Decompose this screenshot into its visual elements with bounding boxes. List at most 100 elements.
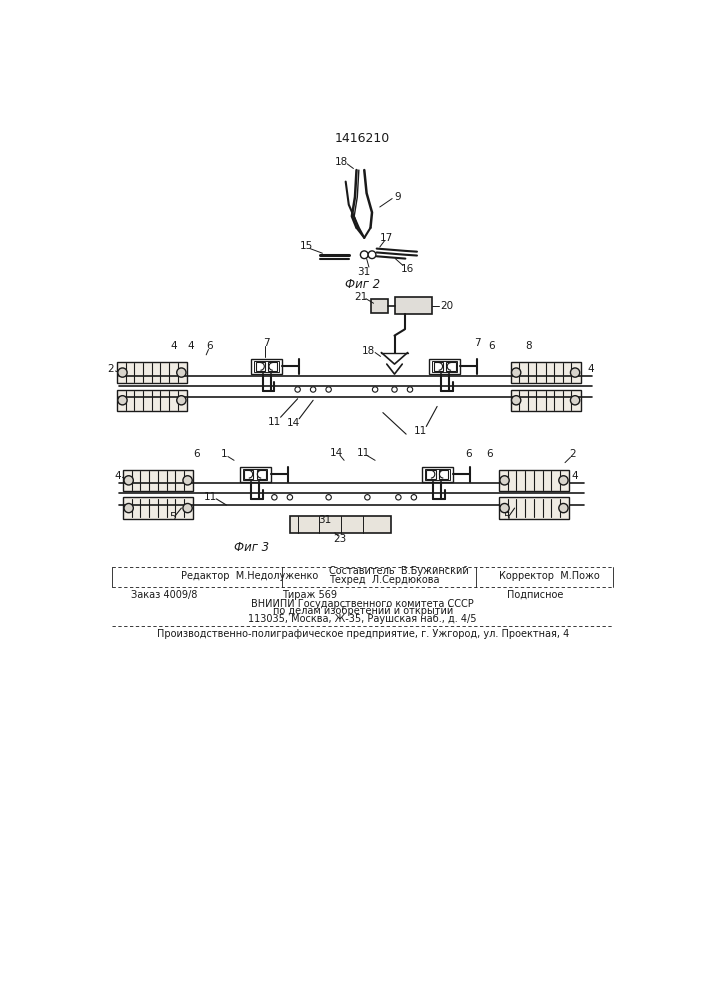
- Circle shape: [407, 387, 413, 392]
- Bar: [438, 470, 448, 479]
- Text: 15: 15: [300, 241, 313, 251]
- Bar: [446, 362, 456, 371]
- Circle shape: [118, 368, 127, 377]
- Text: Заказ 4009/8: Заказ 4009/8: [131, 590, 197, 600]
- Circle shape: [310, 387, 316, 392]
- Bar: [395, 297, 432, 314]
- Bar: [123, 470, 193, 491]
- Text: 5: 5: [169, 512, 175, 522]
- Bar: [256, 362, 265, 371]
- Circle shape: [183, 476, 192, 485]
- Text: 4: 4: [572, 471, 578, 481]
- Bar: [290, 516, 391, 533]
- Text: 4: 4: [115, 471, 121, 481]
- Text: 2: 2: [107, 364, 113, 374]
- Text: 113035, Москва, Ж-35, Раушская наб., д. 4/5: 113035, Москва, Ж-35, Раушская наб., д. …: [248, 614, 477, 624]
- Text: 14: 14: [287, 418, 300, 428]
- Text: Редактор  М.Недолуженко: Редактор М.Недолуженко: [182, 571, 319, 581]
- Circle shape: [411, 495, 416, 500]
- Text: Корректор  М.Пожо: Корректор М.Пожо: [499, 571, 600, 581]
- Text: Фиг 2: Фиг 2: [345, 278, 380, 291]
- Text: 7: 7: [474, 338, 481, 348]
- Bar: [255, 361, 279, 372]
- Text: 1416210: 1416210: [335, 132, 390, 145]
- Text: 16: 16: [401, 264, 414, 274]
- Text: 17: 17: [380, 233, 392, 243]
- Circle shape: [559, 476, 568, 485]
- Circle shape: [512, 396, 521, 405]
- Text: 20: 20: [440, 301, 453, 311]
- Bar: [429, 359, 460, 374]
- Circle shape: [392, 387, 397, 392]
- Text: 9: 9: [395, 192, 401, 202]
- Circle shape: [326, 495, 332, 500]
- Text: 31: 31: [358, 267, 371, 277]
- Text: 4: 4: [588, 364, 594, 374]
- Text: 11: 11: [357, 448, 370, 458]
- Text: 14: 14: [329, 448, 343, 458]
- Circle shape: [512, 368, 521, 377]
- Circle shape: [396, 495, 401, 500]
- Text: по делам изобретений и открытий: по делам изобретений и открытий: [273, 606, 453, 616]
- Text: 2: 2: [569, 449, 576, 459]
- Text: 11: 11: [204, 492, 218, 502]
- Bar: [510, 389, 580, 411]
- Text: 8: 8: [525, 341, 532, 351]
- Text: 6: 6: [488, 341, 495, 351]
- Circle shape: [500, 476, 509, 485]
- Text: 4: 4: [170, 341, 177, 351]
- Circle shape: [287, 495, 293, 500]
- Circle shape: [571, 396, 580, 405]
- Circle shape: [124, 503, 134, 513]
- Bar: [257, 470, 266, 479]
- Bar: [433, 361, 457, 372]
- Bar: [123, 497, 193, 519]
- Text: Подписное: Подписное: [507, 590, 563, 600]
- Text: 21: 21: [354, 292, 368, 302]
- Text: 18: 18: [362, 346, 375, 356]
- Text: 7: 7: [263, 338, 270, 348]
- Circle shape: [118, 396, 127, 405]
- Text: Составитель  В.Бужинский: Составитель В.Бужинский: [329, 566, 468, 576]
- Circle shape: [368, 251, 376, 259]
- Bar: [499, 497, 569, 519]
- Text: Техред  Л.Сердюкова: Техред Л.Сердюкова: [329, 575, 439, 585]
- Bar: [425, 469, 450, 480]
- Bar: [426, 470, 436, 479]
- Bar: [499, 470, 569, 491]
- Bar: [434, 362, 443, 371]
- Text: 18: 18: [334, 157, 348, 167]
- Bar: [244, 470, 253, 479]
- Circle shape: [124, 476, 134, 485]
- Bar: [371, 299, 388, 312]
- Circle shape: [559, 503, 568, 513]
- Circle shape: [271, 495, 277, 500]
- Bar: [251, 359, 282, 374]
- Text: 5: 5: [503, 512, 510, 522]
- Circle shape: [361, 251, 368, 259]
- Circle shape: [183, 503, 192, 513]
- Bar: [117, 389, 187, 411]
- Text: 11: 11: [268, 417, 281, 427]
- Circle shape: [295, 387, 300, 392]
- Circle shape: [571, 368, 580, 377]
- Text: ВНИИПИ Государственного комитета СССР: ВНИИПИ Государственного комитета СССР: [252, 599, 474, 609]
- Text: 6: 6: [486, 449, 493, 459]
- Circle shape: [177, 396, 186, 405]
- Text: 6: 6: [194, 449, 200, 459]
- Text: 6: 6: [206, 341, 214, 351]
- Circle shape: [177, 368, 186, 377]
- Text: 11: 11: [414, 426, 427, 436]
- Circle shape: [365, 495, 370, 500]
- Bar: [510, 362, 580, 383]
- Text: Фиг 3: Фиг 3: [233, 541, 269, 554]
- Circle shape: [326, 387, 332, 392]
- Bar: [243, 469, 267, 480]
- Text: Производственно-полиграфическое предприятие, г. Ужгород, ул. Проектная, 4: Производственно-полиграфическое предприя…: [156, 629, 569, 639]
- Text: Тираж 569: Тираж 569: [282, 590, 337, 600]
- Text: 31: 31: [318, 515, 332, 525]
- Bar: [240, 466, 271, 482]
- Bar: [117, 362, 187, 383]
- Circle shape: [373, 387, 378, 392]
- Text: 4: 4: [187, 341, 194, 351]
